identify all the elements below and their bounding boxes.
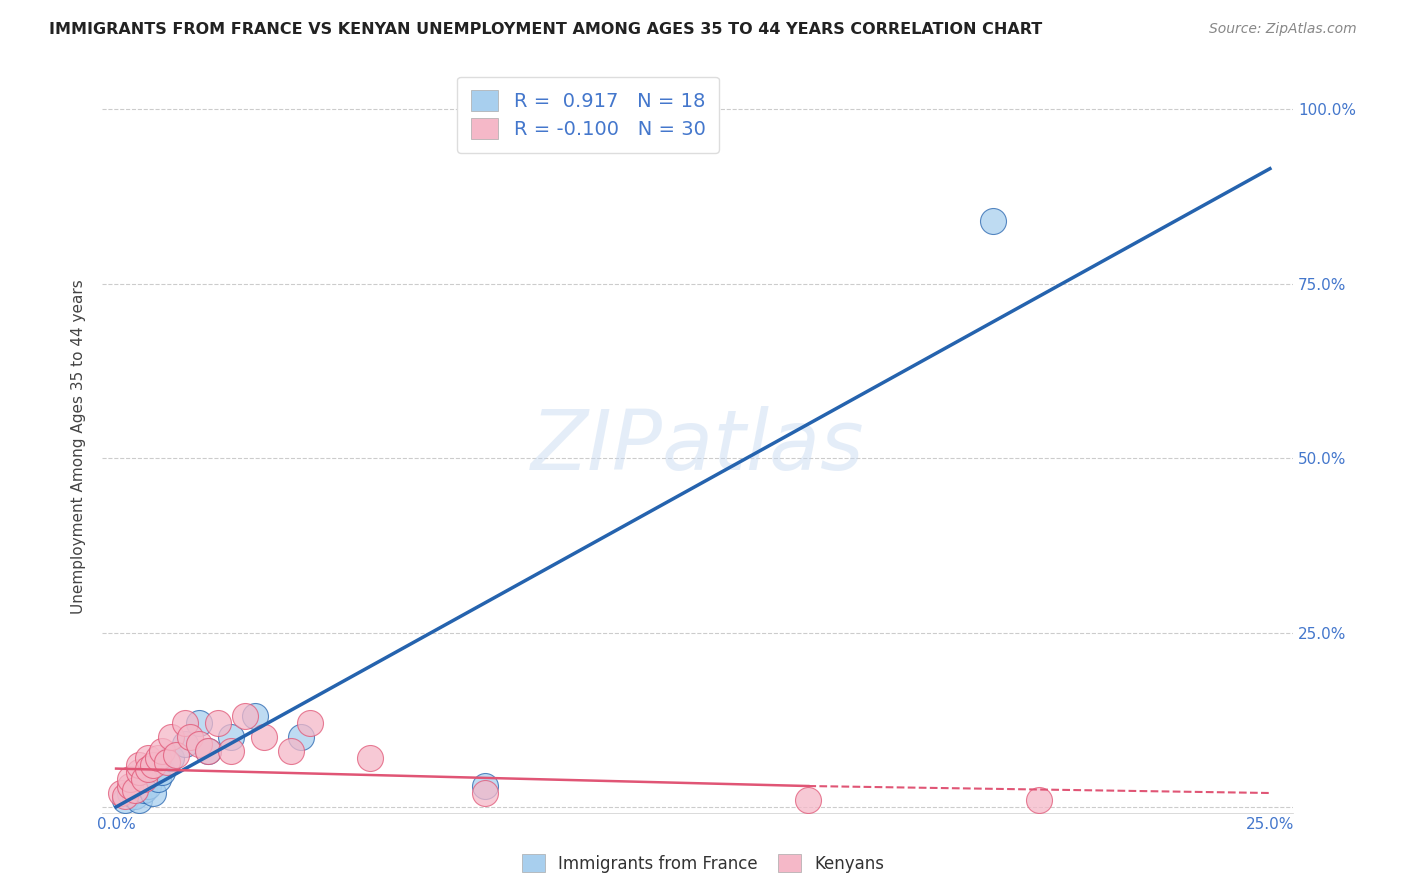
Point	[221, 730, 243, 744]
Point	[474, 786, 496, 800]
Point	[165, 747, 187, 762]
Point	[114, 793, 136, 807]
Point	[132, 782, 155, 797]
Point	[142, 786, 165, 800]
Text: Source: ZipAtlas.com: Source: ZipAtlas.com	[1209, 22, 1357, 37]
Text: ZIPatlas: ZIPatlas	[531, 407, 865, 488]
Point	[128, 765, 150, 780]
Point	[160, 730, 183, 744]
Point	[174, 737, 197, 751]
Point	[146, 772, 169, 786]
Point	[142, 758, 165, 772]
Legend: Immigrants from France, Kenyans: Immigrants from France, Kenyans	[515, 847, 891, 880]
Point	[124, 789, 146, 804]
Point	[138, 751, 160, 765]
Point	[207, 716, 229, 731]
Point	[124, 782, 146, 797]
Point	[118, 772, 141, 786]
Point	[1028, 793, 1050, 807]
Point	[221, 744, 243, 758]
Point	[150, 744, 173, 758]
Point	[128, 758, 150, 772]
Point	[233, 709, 256, 723]
Point	[253, 730, 276, 744]
Point	[298, 716, 321, 731]
Point	[118, 779, 141, 793]
Point	[156, 755, 179, 769]
Legend: R =  0.917   N = 18, R = -0.100   N = 30: R = 0.917 N = 18, R = -0.100 N = 30	[457, 77, 718, 153]
Point	[138, 779, 160, 793]
Point	[197, 744, 219, 758]
Point	[160, 751, 183, 765]
Point	[359, 751, 381, 765]
Y-axis label: Unemployment Among Ages 35 to 44 years: Unemployment Among Ages 35 to 44 years	[72, 279, 86, 615]
Point	[188, 716, 211, 731]
Point	[280, 744, 302, 758]
Text: IMMIGRANTS FROM FRANCE VS KENYAN UNEMPLOYMENT AMONG AGES 35 TO 44 YEARS CORRELAT: IMMIGRANTS FROM FRANCE VS KENYAN UNEMPLO…	[49, 22, 1042, 37]
Point	[290, 730, 312, 744]
Point	[114, 789, 136, 804]
Point	[179, 730, 201, 744]
Point	[110, 786, 132, 800]
Point	[146, 751, 169, 765]
Point	[118, 786, 141, 800]
Point	[981, 214, 1004, 228]
Point	[138, 762, 160, 776]
Point	[188, 737, 211, 751]
Point	[243, 709, 266, 723]
Point	[797, 793, 820, 807]
Point	[128, 793, 150, 807]
Point	[174, 716, 197, 731]
Point	[197, 744, 219, 758]
Point	[132, 772, 155, 786]
Point	[150, 765, 173, 780]
Point	[474, 779, 496, 793]
